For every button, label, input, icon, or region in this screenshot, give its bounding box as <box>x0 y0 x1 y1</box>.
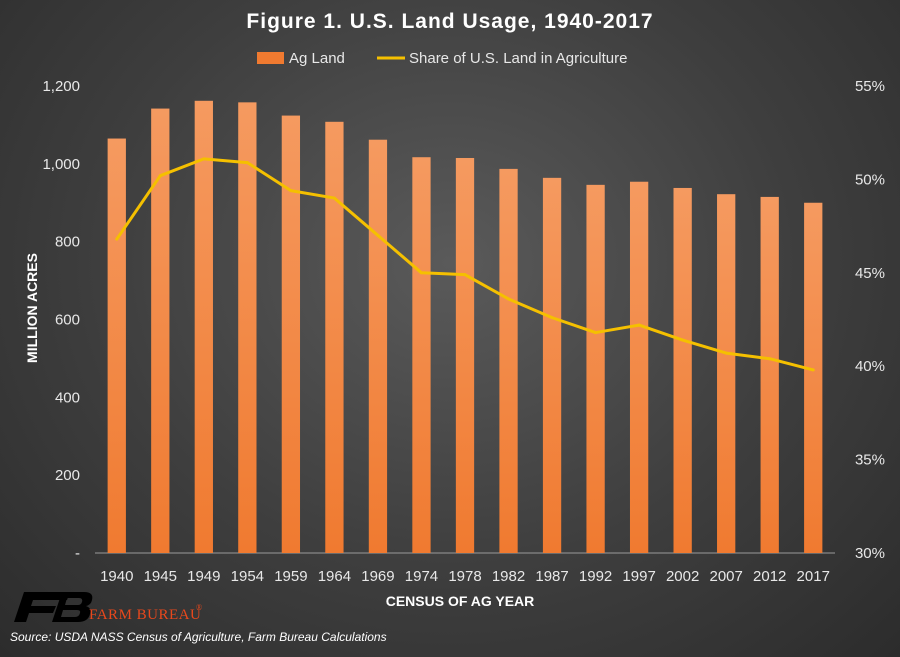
x-tick-label: 1978 <box>448 568 481 585</box>
bar-series <box>107 100 823 554</box>
line-point-share <box>724 351 728 355</box>
bar-ag-land <box>151 108 170 554</box>
legend-label-share: Share of U.S. Land in Agriculture <box>409 50 627 67</box>
y2-tick-label: 30% <box>855 545 885 562</box>
chart-title: Figure 1. U.S. Land Usage, 1940-2017 <box>246 10 653 33</box>
farm-bureau-logo: FARM BUREAU ® <box>14 592 202 623</box>
y-tick-label: 800 <box>55 234 80 251</box>
bar-ag-land <box>238 102 257 553</box>
logo-mark-f <box>14 592 70 622</box>
line-point-share <box>768 357 772 361</box>
legend-swatch-ag-land <box>257 52 284 64</box>
y-axis-left: - 200 400 600 800 1,000 1,200 <box>42 78 80 562</box>
logo-text: FARM BUREAU <box>89 607 201 623</box>
logo-mark-b <box>52 592 93 622</box>
bar-ag-land <box>412 157 431 553</box>
y-tick-label: 1,000 <box>42 156 80 173</box>
line-point-share <box>419 271 423 275</box>
bar-ag-land <box>804 202 823 553</box>
legend: Ag Land Share of U.S. Land in Agricultur… <box>257 50 627 67</box>
bar-ag-land <box>368 139 388 553</box>
y2-tick-label: 55% <box>855 78 885 95</box>
y2-tick-label: 40% <box>855 358 885 375</box>
x-tick-label: 1974 <box>405 568 438 585</box>
line-point-share <box>681 338 685 342</box>
source-note: Source: USDA NASS Census of Agriculture,… <box>10 630 387 644</box>
y-axis-title: MILLION ACRES <box>24 253 40 363</box>
x-tick-label: 2012 <box>753 568 786 585</box>
bar-ag-land <box>281 115 301 554</box>
y-tick-label: 400 <box>55 389 80 406</box>
line-point-share <box>332 196 336 200</box>
bar-ag-land <box>107 138 126 553</box>
x-tick-label: 1954 <box>231 568 264 585</box>
bar-ag-land <box>760 196 779 553</box>
x-tick-label: 1969 <box>361 568 394 585</box>
y2-tick-label: 35% <box>855 452 885 469</box>
line-point-share <box>463 273 467 277</box>
y-tick-label: 1,200 <box>42 78 80 95</box>
x-tick-label: 2007 <box>709 568 742 585</box>
line-point-share <box>289 189 293 193</box>
y-axis-right: 30% 35% 40% 45% 50% 55% <box>855 78 885 562</box>
bar-ag-land <box>455 157 475 553</box>
line-point-share <box>637 323 641 327</box>
y2-tick-label: 45% <box>855 265 885 282</box>
legend-label-ag-land: Ag Land <box>289 50 345 67</box>
x-axis: 1940 1945 1949 1954 1959 1964 1969 1974 1978 1982… <box>100 568 830 585</box>
bar-ag-land <box>325 121 344 553</box>
x-tick-label: 1964 <box>318 568 351 585</box>
bar-ag-land <box>194 100 213 553</box>
x-tick-label: 1987 <box>535 568 568 585</box>
line-point-share <box>376 233 380 237</box>
bar-ag-land <box>542 177 562 554</box>
x-tick-label: 1959 <box>274 568 307 585</box>
y-tick-label: - <box>75 545 80 562</box>
x-axis-title: CENSUS OF AG YEAR <box>386 593 535 609</box>
bar-ag-land <box>499 168 518 553</box>
line-point-share <box>202 157 206 161</box>
x-tick-label: 1945 <box>144 568 177 585</box>
y-tick-label: 200 <box>55 467 80 484</box>
line-point-share <box>158 174 162 178</box>
line-point-share <box>811 368 815 372</box>
bar-ag-land <box>629 181 649 554</box>
line-series <box>115 157 815 372</box>
logo-registered-mark: ® <box>196 603 202 612</box>
y2-tick-label: 50% <box>855 171 885 188</box>
line-point-share <box>594 331 598 335</box>
x-tick-label: 1992 <box>579 568 612 585</box>
line-point-share <box>115 237 119 241</box>
bar-ag-land <box>586 184 605 553</box>
x-tick-label: 1940 <box>100 568 133 585</box>
line-point-share <box>245 161 249 165</box>
x-tick-label: 1982 <box>492 568 525 585</box>
x-tick-label: 2002 <box>666 568 699 585</box>
x-tick-label: 1997 <box>622 568 655 585</box>
bar-ag-land <box>673 187 692 553</box>
x-tick-label: 1949 <box>187 568 220 585</box>
line-point-share <box>550 316 554 320</box>
x-tick-label: 2017 <box>797 568 830 585</box>
line-point-share <box>507 297 511 301</box>
y-tick-label: 600 <box>55 312 80 329</box>
bar-ag-land <box>717 194 736 553</box>
